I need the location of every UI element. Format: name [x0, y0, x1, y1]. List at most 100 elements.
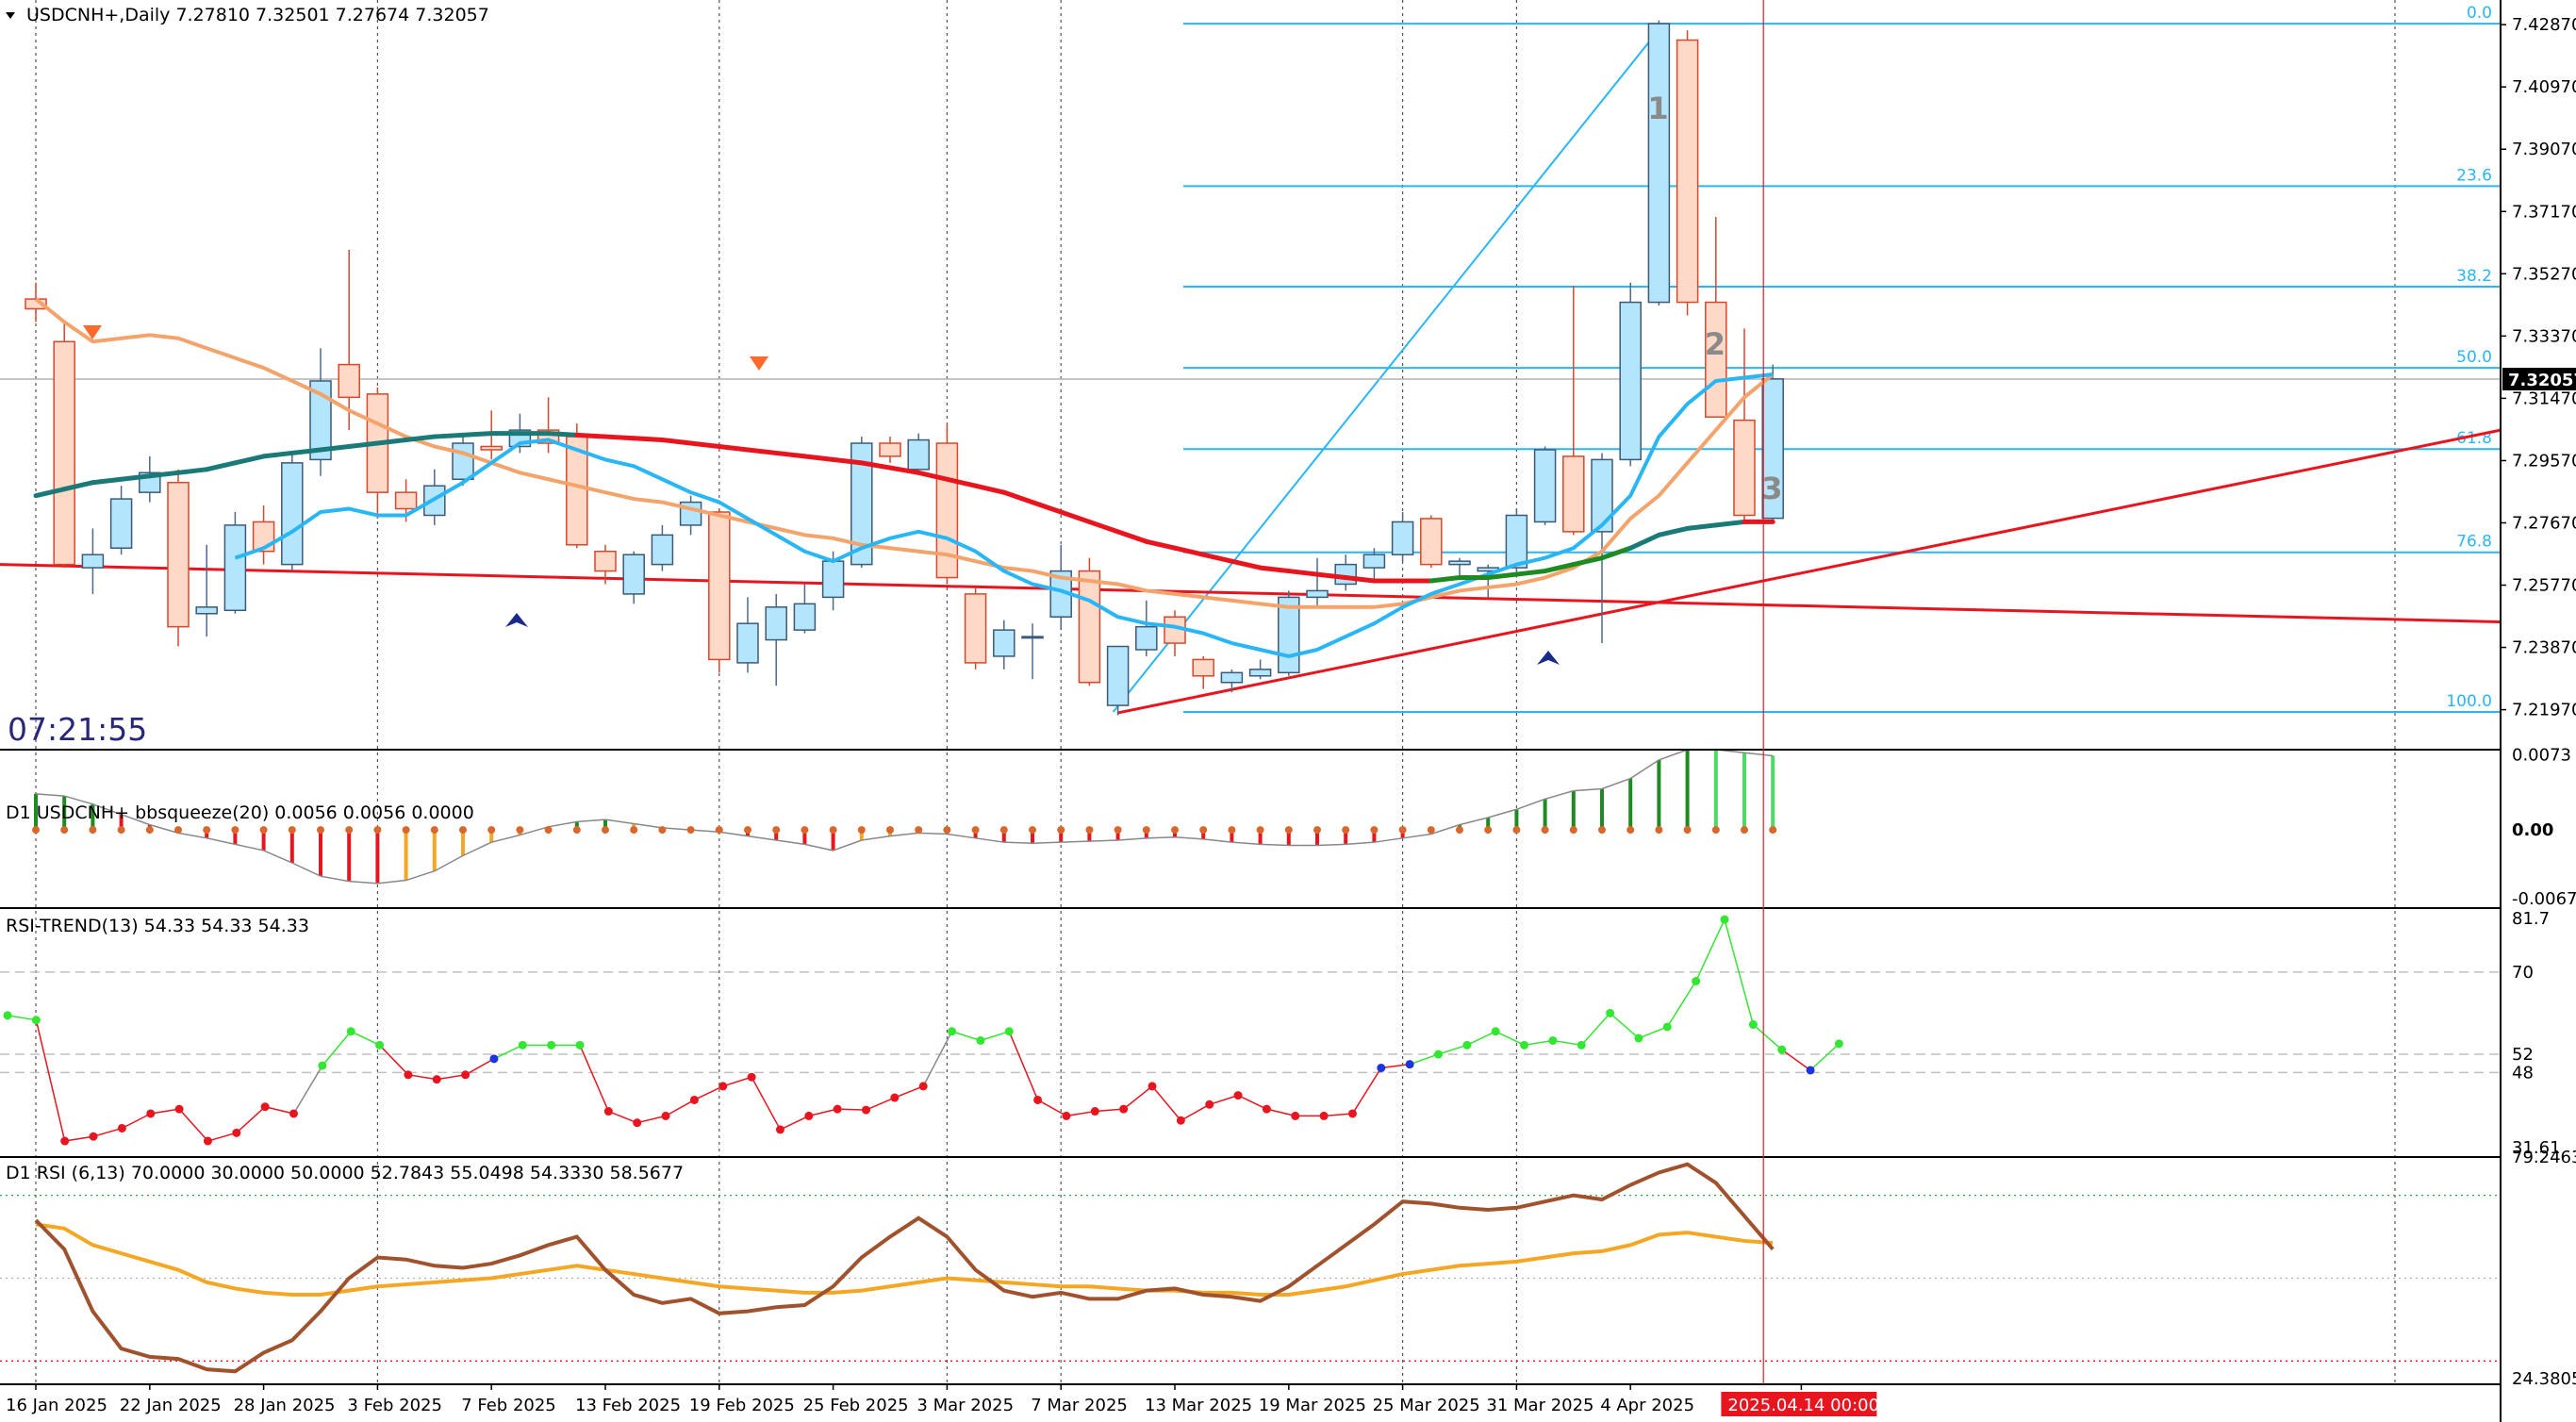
ma-long-segment [1229, 558, 1263, 570]
bbsqueeze-dot [174, 826, 182, 835]
rsi-trend-segment [292, 1065, 323, 1115]
price-tick-label: 7.40970 [2512, 77, 2576, 97]
wave-label: 3 [1761, 471, 1782, 506]
d1-rsi-label: D1 RSI (6,13) 70.0000 30.0000 50.0000 52… [6, 1163, 684, 1183]
rsi-trend-segment [636, 1115, 667, 1124]
rsi-trend-segment [980, 1031, 1010, 1042]
rsi-trend-segment [1180, 1103, 1211, 1121]
ma-long-segment [232, 454, 267, 466]
ma-long-segment [1144, 538, 1178, 551]
bbsqueeze-dot [402, 826, 410, 835]
fib-level-label: 0.0 [2467, 4, 2492, 23]
candle-body [1135, 625, 1158, 651]
bbsqueeze-dot [1342, 826, 1350, 835]
candle-body [1647, 23, 1671, 304]
ma-long-segment [1030, 500, 1064, 515]
rsi-trend-point [1233, 1091, 1243, 1100]
rsi-trend-point [603, 1107, 613, 1116]
bbsqueeze-dot [459, 826, 467, 835]
bbsqueeze-dot [744, 826, 751, 835]
rsi-trend-segment [951, 1031, 982, 1042]
bbsqueeze-dot [203, 826, 211, 835]
candle-body [1505, 514, 1528, 569]
candle-body [964, 593, 987, 664]
candle [1647, 20, 1671, 306]
rsi-trend-point [948, 1027, 957, 1036]
candle [1106, 645, 1130, 716]
date-tick-label: 7 Mar 2025 [1031, 1396, 1128, 1415]
rsi-trend-point [661, 1111, 670, 1120]
bbsqueeze-dot [117, 826, 125, 835]
candle-body [1591, 458, 1613, 533]
rsi-trend-point [1291, 1111, 1300, 1120]
rsi-trend-point [1176, 1116, 1185, 1125]
rsi-trend-segment [665, 1099, 695, 1117]
rsi-trend-segment [465, 1058, 495, 1076]
rsi-trend-segment [1466, 1031, 1496, 1046]
ma-long-segment [944, 476, 979, 488]
candle [879, 437, 901, 463]
bbsqueeze-dot [1313, 826, 1321, 835]
date-tick-label: 3 Feb 2025 [347, 1396, 442, 1415]
candle [1021, 623, 1044, 680]
rsi-trend-point [489, 1054, 499, 1064]
ma-long-segment [261, 450, 295, 459]
rsi-trend-point [976, 1035, 985, 1045]
rsi-trend-segment [350, 1031, 380, 1046]
bbsqueeze-dot [544, 826, 553, 835]
rsi-trend-point [1062, 1111, 1071, 1120]
bbsqueeze-dot [32, 826, 40, 835]
candle [935, 423, 959, 585]
candle [195, 544, 218, 637]
bbsqueeze-dot [89, 826, 97, 835]
rsi-trend-segment [1694, 918, 1726, 982]
bbsqueeze-dot [1541, 826, 1549, 835]
rsi-trend-point [1548, 1035, 1558, 1045]
candle-body [1619, 301, 1642, 461]
rsi-trend-segment [236, 1106, 266, 1133]
menu-triangle-icon[interactable] [6, 12, 15, 19]
rsi-trend-segment [1610, 1012, 1640, 1039]
candle-body [1705, 301, 1727, 418]
candle-body [1248, 669, 1272, 677]
ma-long-segment [175, 467, 209, 475]
rsi-trend-point [318, 1061, 327, 1070]
symbol-header: USDCNH+,Daily 7.27810 7.32501 7.27674 7.… [26, 5, 489, 25]
rsi-trend-segment [1095, 1108, 1124, 1113]
rsi-trend-point [3, 1011, 12, 1020]
bbsqueeze-tick-label: -0.0067 [2512, 889, 2576, 909]
rsi-trend-point [1720, 915, 1729, 924]
bbsqueeze-dot [1456, 826, 1463, 835]
fractal-up-icon [505, 613, 528, 627]
candle [850, 437, 873, 569]
candle-body [1306, 589, 1329, 599]
date-tick-label: 22 Jan 2025 [120, 1396, 222, 1415]
ma-long-segment [119, 473, 153, 482]
d1-rsi-signal-line [35, 1222, 1774, 1298]
rsi-trend-segment [1494, 1031, 1525, 1046]
price-tick-label: 7.21970 [2512, 701, 2576, 720]
ma-long-segment [916, 470, 949, 482]
ma-long-segment [1713, 519, 1747, 528]
candle [1248, 659, 1272, 680]
candle [765, 593, 787, 686]
rsi-trend-segment [407, 1074, 438, 1081]
ma-long-segment [374, 438, 409, 446]
rsi-trend-point [1520, 1040, 1529, 1050]
rsi-trend-segment [1351, 1067, 1382, 1115]
rsi-trend-segment [1266, 1108, 1296, 1117]
rsi-trend-point [1777, 1045, 1787, 1054]
ma-long-segment [1543, 562, 1577, 574]
fib-level-label: 23.6 [2456, 166, 2492, 185]
rsi-trend-point [60, 1136, 70, 1146]
bbsqueeze-dot [715, 826, 723, 835]
bbsqueeze-dot [145, 826, 154, 835]
rsi-trend-segment [751, 1076, 782, 1131]
rsi-trend-point [1806, 1066, 1815, 1075]
rsi-trend-point [260, 1102, 270, 1112]
ma-long-segment [745, 447, 779, 455]
candle [1306, 557, 1329, 607]
candle-body [879, 442, 901, 457]
wave-label: 2 [1705, 326, 1726, 362]
candle-body [394, 491, 418, 510]
